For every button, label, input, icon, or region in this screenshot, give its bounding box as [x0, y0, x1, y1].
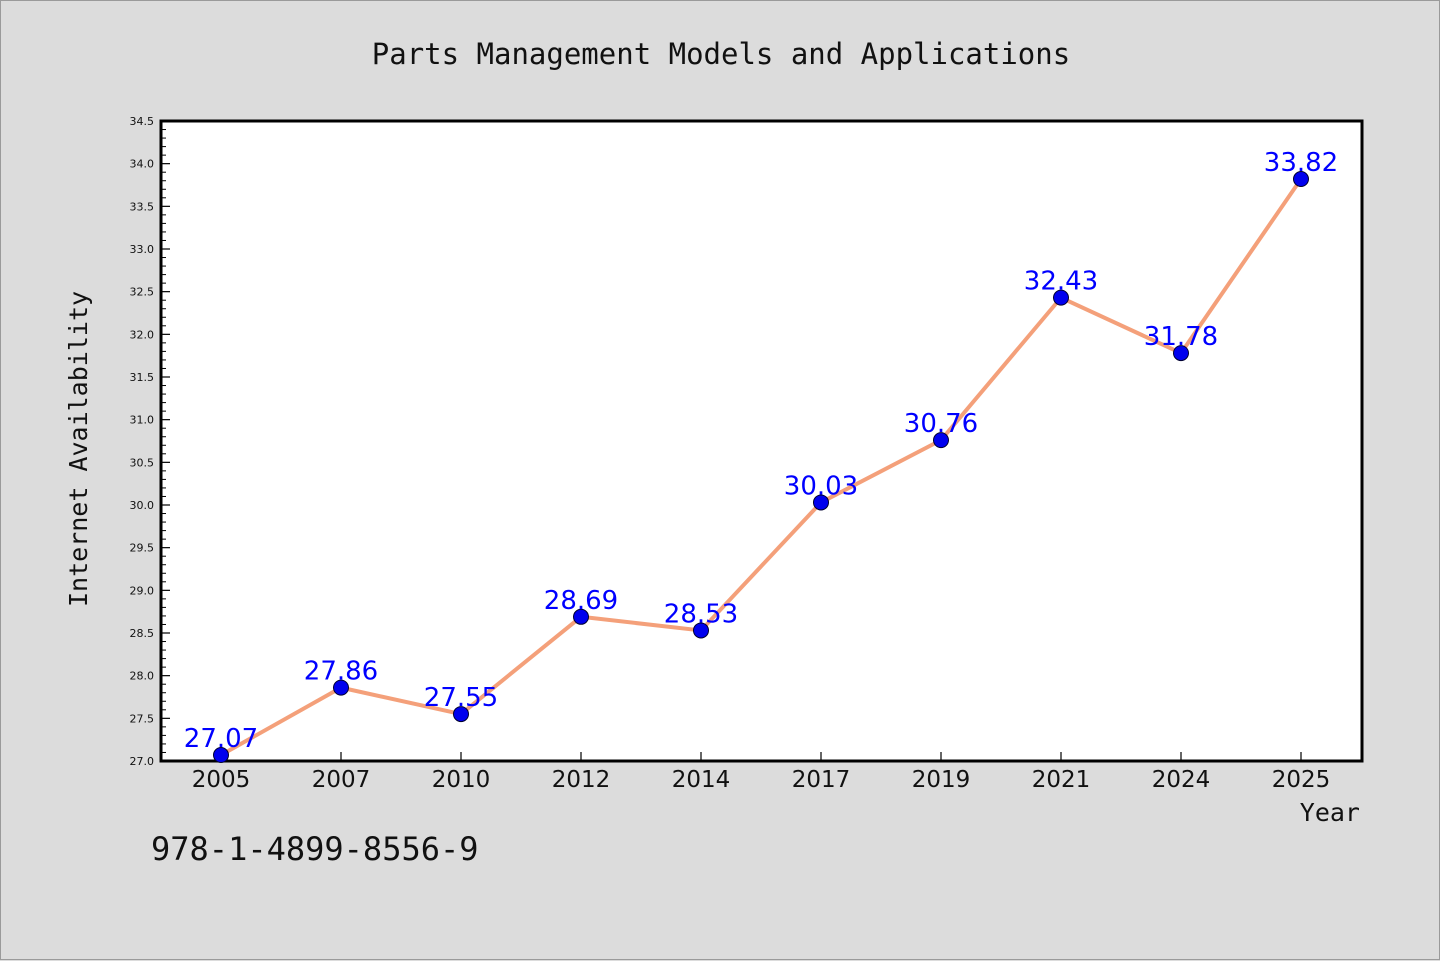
data-label: 27.55 — [424, 683, 498, 713]
data-point — [1173, 345, 1189, 362]
y-tick-label: 29.0 — [130, 584, 155, 597]
data-label: 31.78 — [1144, 322, 1218, 352]
series-line — [220, 177, 1303, 757]
data-label: 33.82 — [1264, 148, 1338, 178]
y-axis-label: Internet Availability — [64, 291, 93, 607]
data-point — [813, 494, 829, 511]
y-tick-label: 32.0 — [130, 328, 155, 341]
y-tick-label: 30.0 — [130, 499, 155, 512]
x-tick-label: 2005 — [192, 767, 251, 793]
y-axis: 27.0 27.5 28.0 28.5 29.0 29.5 30.0 30.5 31.0 31.5… — [130, 115, 170, 768]
chart-title: Parts Management Models and Applications — [372, 37, 1070, 71]
y-tick-label: 33.0 — [130, 243, 155, 256]
data-point — [1053, 289, 1069, 306]
data-points — [213, 171, 1309, 764]
data-point — [933, 432, 949, 449]
data-label: 28.69 — [544, 586, 618, 616]
data-label: 27.07 — [184, 724, 258, 754]
y-tick-label: 33.5 — [130, 200, 155, 213]
data-point — [573, 608, 589, 625]
x-tick-label: 2024 — [1152, 767, 1211, 793]
x-tick-label: 2012 — [552, 767, 611, 793]
y-tick-label: 34.0 — [130, 158, 155, 171]
y-tick-label: 31.0 — [130, 414, 155, 427]
y-tick-label: 30.5 — [130, 456, 155, 469]
data-point — [213, 747, 229, 764]
y-tick-label: 27.5 — [130, 712, 155, 725]
data-point — [333, 679, 349, 696]
data-label: 32.43 — [1024, 267, 1098, 297]
y-tick-label: 28.0 — [130, 670, 155, 683]
y-tick-label: 28.5 — [130, 627, 155, 640]
plot-area — [159, 119, 1364, 763]
x-axis: 2005 2007 2010 2012 2014 2017 2019 2021 2024 2025 — [192, 752, 1331, 793]
y-tick-label: 31.5 — [130, 371, 155, 384]
data-point — [693, 622, 709, 639]
data-label: 30.03 — [784, 471, 858, 501]
x-tick-label: 2007 — [312, 767, 371, 793]
y-tick-label: 29.5 — [130, 542, 155, 555]
y-tick-label: 32.5 — [130, 286, 155, 299]
x-tick-label: 2025 — [1272, 767, 1331, 793]
data-point — [453, 706, 469, 723]
x-tick-label: 2019 — [912, 767, 971, 793]
data-label: 27.86 — [304, 657, 378, 687]
isbn-text: 978-1-4899-8556-9 — [151, 830, 479, 868]
x-tick-label: 2010 — [432, 767, 491, 793]
x-tick-label: 2017 — [792, 767, 851, 793]
x-axis-label: Year — [1300, 798, 1360, 827]
data-labels: 27.07 27.86 27.55 28.69 28.53 30.03 30.76 32.43… — [184, 148, 1338, 754]
y-tick-label: 34.5 — [130, 115, 155, 128]
y-tick-label: 27.0 — [130, 755, 155, 768]
data-label: 30.76 — [904, 409, 978, 439]
x-tick-label: 2014 — [672, 767, 731, 793]
data-label: 28.53 — [664, 599, 738, 629]
data-point — [1293, 171, 1309, 188]
x-tick-label: 2021 — [1032, 767, 1091, 793]
